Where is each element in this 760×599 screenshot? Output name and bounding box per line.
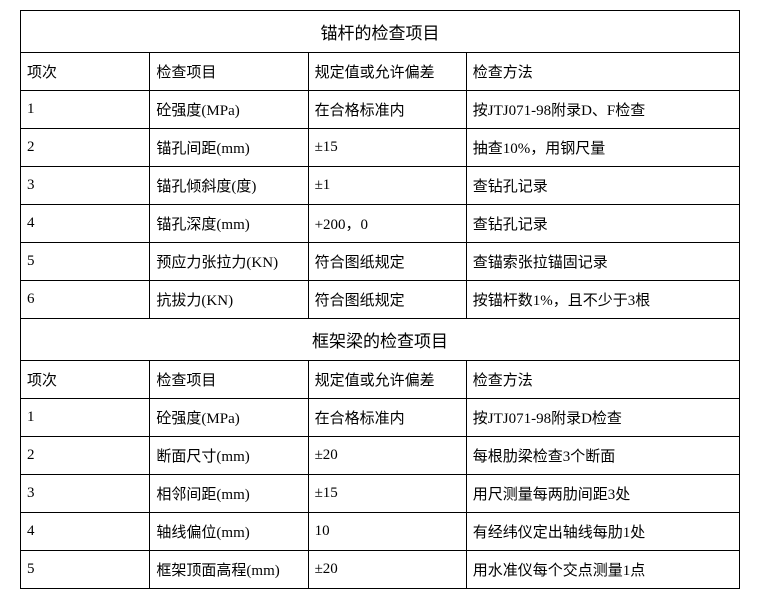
section2-title-row: 框架梁的检查项目 [21,319,740,361]
header-cell: 规定值或允许偏差 [308,361,466,399]
cell: 断面尺寸(mm) [150,437,308,475]
cell: 用尺测量每两肋间距3处 [466,475,739,513]
cell: ±15 [308,475,466,513]
table-row: 2 断面尺寸(mm) ±20 每根肋梁检查3个断面 [21,437,740,475]
table-row: 2 锚孔间距(mm) ±15 抽查10%，用钢尺量 [21,129,740,167]
section2-header-row: 项次 检查项目 规定值或允许偏差 检查方法 [21,361,740,399]
cell: +200，0 [308,205,466,243]
table-row: 6 抗拔力(KN) 符合图纸规定 按锚杆数1%，且不少于3根 [21,281,740,319]
header-cell: 项次 [21,53,150,91]
cell: 锚孔倾斜度(度) [150,167,308,205]
cell: 有经纬仪定出轴线每肋1处 [466,513,739,551]
cell: 锚孔深度(mm) [150,205,308,243]
cell: 用水准仪每个交点测量1点 [466,551,739,589]
table-row: 5 框架顶面高程(mm) ±20 用水准仪每个交点测量1点 [21,551,740,589]
cell: 1 [21,399,150,437]
cell: 符合图纸规定 [308,281,466,319]
cell: 相邻间距(mm) [150,475,308,513]
table-row: 4 锚孔深度(mm) +200，0 查钻孔记录 [21,205,740,243]
header-cell: 检查项目 [150,53,308,91]
cell: 查锚索张拉锚固记录 [466,243,739,281]
table-row: 3 锚孔倾斜度(度) ±1 查钻孔记录 [21,167,740,205]
cell: 4 [21,205,150,243]
section2-title: 框架梁的检查项目 [21,319,740,361]
cell: 3 [21,475,150,513]
section1-header-row: 项次 检查项目 规定值或允许偏差 检查方法 [21,53,740,91]
header-cell: 检查项目 [150,361,308,399]
cell: 6 [21,281,150,319]
table-row: 1 砼强度(MPa) 在合格标准内 按JTJ071-98附录D检查 [21,399,740,437]
cell: 每根肋梁检查3个断面 [466,437,739,475]
cell: 按JTJ071-98附录D、F检查 [466,91,739,129]
cell: 5 [21,243,150,281]
header-cell: 项次 [21,361,150,399]
cell: 按锚杆数1%，且不少于3根 [466,281,739,319]
cell: 4 [21,513,150,551]
cell: 抽查10%，用钢尺量 [466,129,739,167]
table-row: 5 预应力张拉力(KN) 符合图纸规定 查锚索张拉锚固记录 [21,243,740,281]
cell: 1 [21,91,150,129]
table-row: 4 轴线偏位(mm) 10 有经纬仪定出轴线每肋1处 [21,513,740,551]
cell: 在合格标准内 [308,399,466,437]
cell: 在合格标准内 [308,91,466,129]
header-cell: 规定值或允许偏差 [308,53,466,91]
cell: 框架顶面高程(mm) [150,551,308,589]
cell: ±1 [308,167,466,205]
cell: 5 [21,551,150,589]
cell: ±15 [308,129,466,167]
cell: 按JTJ071-98附录D检查 [466,399,739,437]
cell: 查钻孔记录 [466,205,739,243]
table-row: 3 相邻间距(mm) ±15 用尺测量每两肋间距3处 [21,475,740,513]
cell: 查钻孔记录 [466,167,739,205]
section1-title-row: 锚杆的检查项目 [21,11,740,53]
cell: 预应力张拉力(KN) [150,243,308,281]
cell: 砼强度(MPa) [150,399,308,437]
cell: 10 [308,513,466,551]
cell: 抗拔力(KN) [150,281,308,319]
cell: 轴线偏位(mm) [150,513,308,551]
section1-title: 锚杆的检查项目 [21,11,740,53]
cell: 锚孔间距(mm) [150,129,308,167]
inspection-tables: 锚杆的检查项目 项次 检查项目 规定值或允许偏差 检查方法 1 砼强度(MPa)… [20,10,740,589]
cell: 3 [21,167,150,205]
cell: 砼强度(MPa) [150,91,308,129]
header-cell: 检查方法 [466,53,739,91]
header-cell: 检查方法 [466,361,739,399]
table-row: 1 砼强度(MPa) 在合格标准内 按JTJ071-98附录D、F检查 [21,91,740,129]
cell: 2 [21,129,150,167]
cell: 符合图纸规定 [308,243,466,281]
cell: ±20 [308,551,466,589]
inspection-table: 锚杆的检查项目 项次 检查项目 规定值或允许偏差 检查方法 1 砼强度(MPa)… [20,10,740,589]
cell: ±20 [308,437,466,475]
cell: 2 [21,437,150,475]
